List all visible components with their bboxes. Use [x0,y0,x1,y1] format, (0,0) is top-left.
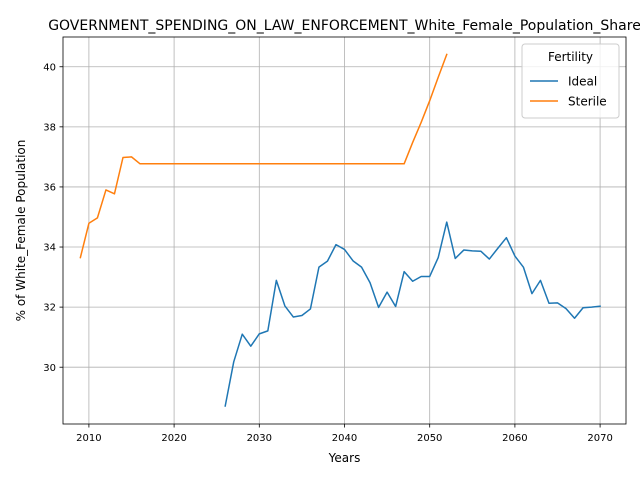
legend-box [521,43,620,119]
grid-lines [63,37,626,424]
legend-label-ideal: Ideal [568,75,597,89]
y-tick-label: 38 [43,122,56,133]
y-tick-label: 30 [43,363,56,374]
legend: Fertility Ideal Sterile [521,43,620,119]
x-tick-label: 2070 [587,433,612,444]
chart-title: GOVERNMENT_SPENDING_ON_LAW_ENFORCEMENT_W… [48,18,640,34]
x-tick-label: 2040 [332,433,357,444]
x-tick-label: 2030 [247,433,272,444]
y-tick-label: 36 [43,183,56,194]
x-tick-label: 2020 [161,433,186,444]
x-tick-label: 2010 [76,433,101,444]
y-tick-label: 34 [43,243,56,254]
legend-title: Fertility [548,50,593,64]
series-lines [79,53,601,407]
x-axis-label: Years [328,451,361,465]
legend-label-sterile: Sterile [568,95,607,109]
y-tick-label: 40 [43,62,56,73]
series-line-sterile [79,53,448,259]
x-tick-label: 2050 [417,433,442,444]
series-line-ideal [224,221,601,407]
axis-ticks: 2010 2020 2030 2040 2050 2060 2070 30 32 34 36 38 40 [43,62,613,444]
x-tick-label: 2060 [502,433,527,444]
y-tick-label: 32 [43,303,56,314]
y-axis-label: % of White_Female Population [14,140,28,322]
